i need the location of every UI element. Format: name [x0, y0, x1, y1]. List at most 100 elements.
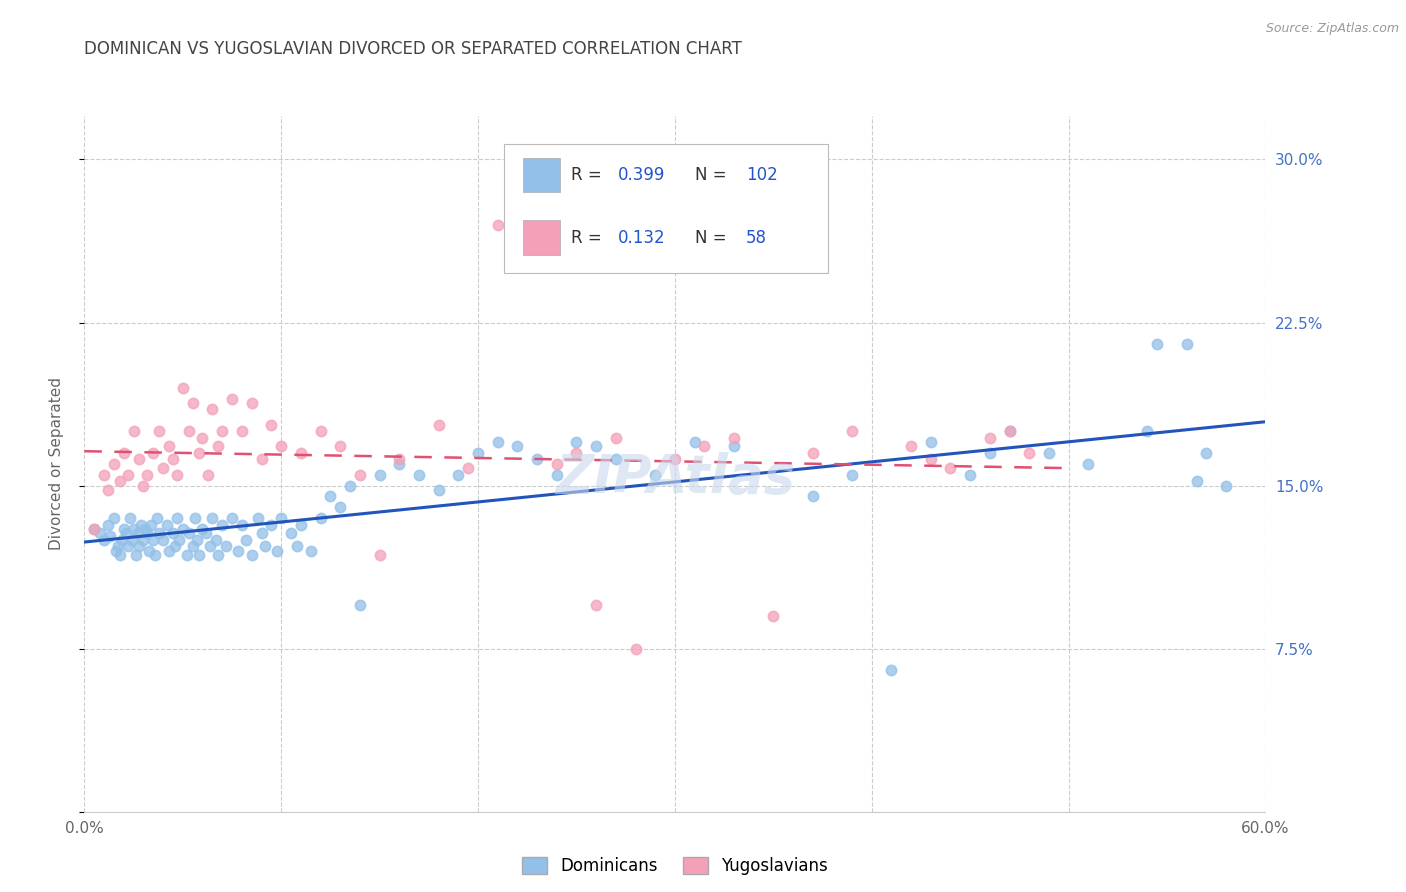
- Point: [240, 396, 263, 410]
- Point: [112, 522, 135, 536]
- Point: [723, 431, 745, 445]
- Point: [388, 452, 411, 467]
- Point: [167, 533, 190, 547]
- Point: [177, 424, 200, 438]
- Point: [191, 522, 214, 536]
- Point: [801, 490, 824, 504]
- Point: [181, 396, 204, 410]
- Point: [250, 452, 273, 467]
- Point: [221, 392, 243, 406]
- Point: [142, 533, 165, 547]
- Point: [920, 452, 942, 467]
- Point: [1175, 337, 1198, 351]
- Point: [368, 548, 391, 562]
- Point: [124, 548, 146, 562]
- Point: [122, 522, 145, 536]
- Point: [107, 540, 129, 554]
- Point: [585, 598, 607, 612]
- Point: [172, 522, 194, 536]
- Point: [427, 417, 450, 432]
- Point: [565, 446, 588, 460]
- Point: [270, 440, 292, 454]
- Point: [98, 528, 121, 542]
- Point: [1136, 424, 1159, 438]
- Point: [117, 467, 139, 482]
- Point: [132, 478, 155, 492]
- Text: 0.399: 0.399: [619, 166, 665, 184]
- Point: [368, 467, 391, 482]
- Point: [299, 544, 322, 558]
- Point: [162, 526, 184, 541]
- Point: [121, 533, 143, 547]
- Point: [166, 511, 188, 525]
- Point: [254, 540, 277, 554]
- Point: [97, 517, 120, 532]
- Point: [565, 435, 588, 450]
- Point: [349, 598, 371, 612]
- Text: R =: R =: [571, 228, 612, 247]
- Point: [211, 424, 233, 438]
- Point: [215, 540, 238, 554]
- Point: [998, 424, 1021, 438]
- Point: [457, 461, 479, 475]
- Point: [136, 526, 159, 541]
- Point: [447, 467, 470, 482]
- Point: [163, 540, 186, 554]
- Point: [408, 467, 430, 482]
- Point: [285, 540, 308, 554]
- FancyBboxPatch shape: [523, 158, 561, 193]
- Point: [122, 424, 145, 438]
- Point: [148, 424, 170, 438]
- Text: N =: N =: [695, 166, 733, 184]
- Point: [183, 511, 205, 525]
- Point: [141, 517, 163, 532]
- Point: [319, 490, 342, 504]
- Point: [240, 548, 263, 562]
- Point: [201, 511, 224, 525]
- Point: [309, 511, 332, 525]
- Point: [103, 511, 125, 525]
- Text: N =: N =: [695, 228, 737, 247]
- Point: [231, 517, 253, 532]
- Point: [197, 467, 219, 482]
- Text: 102: 102: [745, 166, 778, 184]
- Point: [246, 511, 269, 525]
- Legend: Dominicans, Yugoslavians: Dominicans, Yugoslavians: [513, 848, 837, 883]
- Point: [841, 467, 863, 482]
- Point: [1195, 446, 1218, 460]
- Point: [1077, 457, 1099, 471]
- Point: [127, 526, 149, 541]
- Text: Source: ZipAtlas.com: Source: ZipAtlas.com: [1265, 22, 1399, 36]
- Point: [157, 440, 180, 454]
- Point: [266, 544, 288, 558]
- Point: [880, 664, 903, 678]
- Point: [112, 446, 135, 460]
- Point: [979, 446, 1001, 460]
- Point: [89, 526, 111, 541]
- Point: [152, 533, 174, 547]
- Point: [201, 402, 224, 417]
- Point: [187, 548, 209, 562]
- Point: [624, 641, 647, 656]
- Point: [427, 483, 450, 497]
- Point: [207, 548, 229, 562]
- Point: [142, 446, 165, 460]
- Point: [605, 452, 627, 467]
- Point: [134, 522, 156, 536]
- Point: [108, 475, 131, 489]
- Point: [231, 424, 253, 438]
- Point: [166, 467, 188, 482]
- Point: [221, 511, 243, 525]
- Point: [83, 522, 105, 536]
- Y-axis label: Divorced or Separated: Divorced or Separated: [49, 377, 63, 550]
- Point: [486, 218, 509, 232]
- Point: [131, 517, 153, 532]
- Point: [108, 548, 131, 562]
- Point: [388, 457, 411, 471]
- Point: [260, 517, 283, 532]
- Point: [156, 517, 179, 532]
- FancyBboxPatch shape: [523, 220, 561, 255]
- Point: [187, 446, 209, 460]
- Point: [97, 483, 120, 497]
- Point: [260, 417, 283, 432]
